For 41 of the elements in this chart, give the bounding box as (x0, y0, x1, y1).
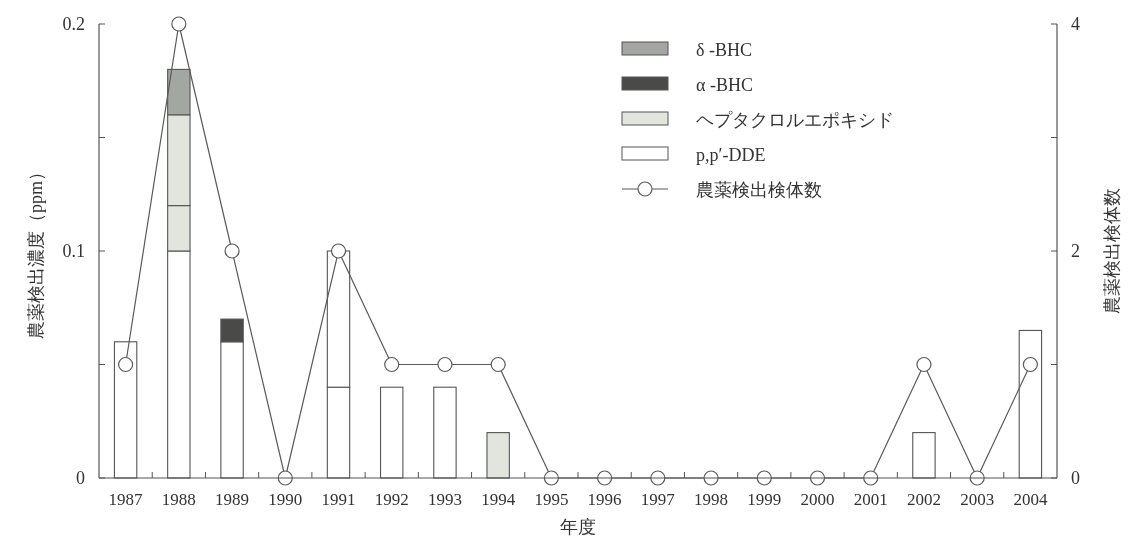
y2-tick-label: 0 (1071, 468, 1080, 488)
legend-label: 農薬検出検体数 (696, 180, 822, 200)
legend-label: α -BHC (696, 75, 753, 95)
x-axis-title: 年度 (560, 517, 596, 537)
point (384, 356, 400, 373)
y-tick-label: 0.1 (62, 241, 85, 261)
point (330, 243, 347, 259)
x-tick-label: 1999 (747, 490, 782, 509)
y-tick-label: 0.2 (62, 14, 85, 34)
x-tick-label: 1993 (427, 490, 462, 509)
x-tick-label: 1994 (481, 490, 516, 509)
y-axis-title: 農薬検出濃度（ppm） (26, 162, 46, 340)
x-tick-label: 2003 (960, 490, 995, 509)
x-tick-label: 1991 (321, 490, 356, 509)
legend-label: p,p′-DDE (696, 145, 766, 165)
x-tick-label: 2004 (1013, 490, 1048, 509)
y2-tick-label: 4 (1071, 14, 1080, 34)
point (490, 356, 506, 373)
point (1022, 356, 1038, 373)
y2-axis-title: 農薬検出検体数 (1102, 188, 1122, 314)
x-tick-label: 1990 (268, 490, 303, 509)
x-tick-label: 1998 (694, 490, 729, 509)
x-tick-label: 2002 (906, 490, 941, 509)
point (916, 356, 932, 373)
x-tick-label: 1988 (161, 490, 196, 509)
point (224, 243, 240, 259)
legend-label: δ -BHC (696, 40, 752, 60)
legend-label: ヘプタクロルエポキシド (696, 110, 894, 130)
x-tick-label: 1989 (215, 490, 250, 509)
x-tick-label: 2000 (800, 490, 835, 509)
point (437, 356, 453, 373)
point (118, 356, 134, 373)
x-tick-label: 2001 (853, 490, 888, 509)
y-tick-label: 0 (76, 468, 85, 488)
y2-tick-label: 2 (1071, 241, 1080, 261)
x-tick-label: 1987 (108, 490, 144, 509)
x-tick-label: 1997 (640, 490, 676, 509)
point (171, 16, 187, 32)
x-tick-label: 1995 (534, 490, 569, 509)
x-tick-label: 1992 (374, 490, 409, 509)
x-tick-label: 1996 (587, 490, 622, 509)
